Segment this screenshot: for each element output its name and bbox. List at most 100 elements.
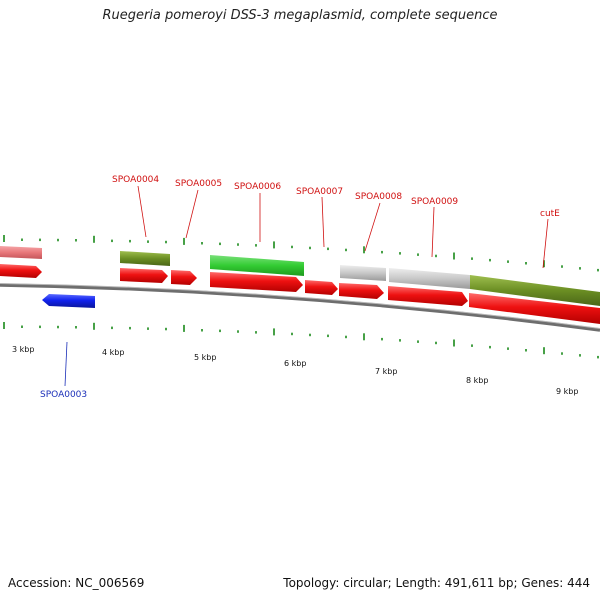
backbone-highlight: [0, 283, 600, 329]
outer-tick-minor: [471, 257, 473, 260]
outer-tick-minor: [525, 262, 527, 265]
outer-tick-minor: [435, 254, 437, 258]
outer-tick-minor: [57, 238, 59, 242]
outer-tick-minor: [21, 238, 23, 241]
scale-label-5kbp: 5 kbp: [194, 353, 216, 362]
outer-tick-minor: [165, 240, 167, 244]
outer-tick-minor: [399, 252, 401, 255]
outer-tick-minor: [345, 248, 347, 252]
inner-tick-minor: [129, 326, 131, 330]
scale-label-9kbp: 9 kbp: [556, 387, 578, 396]
map-title: Ruegeria pomeroyi DSS-3 megaplasmid, com…: [102, 8, 498, 23]
outer-tick-minor: [147, 240, 149, 243]
inner-tick-minor: [327, 334, 329, 338]
outer-tick-minor: [219, 242, 221, 246]
scale-label-7kbp: 7 kbp: [375, 367, 397, 376]
outer-tick-minor: [597, 268, 599, 272]
inner-tick-major: [543, 347, 545, 355]
scale-label-8kbp: 8 kbp: [466, 376, 488, 385]
inner-tick-minor: [525, 349, 527, 352]
backbone-line: [0, 283, 600, 332]
cds-arrow-spoa0008: [339, 283, 384, 299]
inner-tick-minor: [255, 331, 257, 334]
inner-tick-minor: [597, 355, 599, 359]
cog-block-olive-1: [120, 251, 170, 266]
scale-label-4kbp: 4 kbp: [102, 348, 124, 357]
cds-arrow: [0, 264, 42, 278]
inner-tick-major: [273, 328, 275, 336]
inner-tick-minor: [435, 341, 437, 345]
summary-text: Topology: circular; Length: 491,611 bp; …: [283, 576, 590, 590]
forward-cds-ring: [0, 264, 600, 324]
gene-label-spoa0008: SPOA0008: [355, 192, 402, 202]
inner-tick-major: [93, 322, 95, 330]
inner-tick-minor: [147, 327, 149, 330]
cds-arrow-spoa0003: [42, 294, 95, 308]
inner-tick-major: [3, 322, 5, 329]
inner-tick-minor: [381, 337, 383, 341]
inner-tick-marks: [3, 322, 599, 359]
gene-label-spoa0003: SPOA0003: [40, 390, 87, 400]
outer-tick-minor: [237, 243, 239, 246]
outer-tick-minor: [507, 260, 509, 263]
scale-label-6kbp: 6 kbp: [284, 359, 306, 368]
outer-tick-major: [93, 235, 95, 243]
inner-tick-minor: [399, 339, 401, 342]
outer-tick-minor: [255, 244, 257, 247]
inner-tick-minor: [219, 329, 221, 333]
scale-labels: 3 kbp 4 kbp 5 kbp 6 kbp 7 kbp 8 kbp 9 kb…: [12, 345, 578, 396]
inner-tick-minor: [579, 354, 581, 357]
cds-arrow-cute: [469, 293, 600, 324]
gene-label-spoa0005: SPOA0005: [175, 179, 222, 189]
outer-tick-major: [363, 246, 365, 254]
label-leaders: [137, 185, 549, 269]
inner-tick-minor: [165, 327, 167, 331]
cds-arrow-spoa0009: [388, 286, 468, 306]
scale-label-3kbp: 3 kbp: [12, 345, 34, 354]
outer-tick-minor: [111, 239, 113, 243]
cog-block-green: [210, 255, 304, 276]
outer-tick-major: [183, 237, 185, 245]
inner-tick-minor: [291, 332, 293, 336]
outer-tick-minor: [75, 239, 77, 242]
inner-tick-minor: [75, 326, 77, 329]
gene-label-spoa0009: SPOA0009: [411, 197, 458, 207]
outer-tick-minor: [39, 238, 41, 242]
gene-label-spoa0004: SPOA0004: [112, 175, 159, 185]
inner-tick-major: [453, 339, 455, 347]
cds-arrow-spoa0005: [171, 270, 197, 285]
cds-arrow-spoa0004: [120, 268, 168, 283]
inner-tick-major: [363, 333, 365, 341]
cog-block-olive-2: [470, 275, 600, 306]
outer-tick-major: [453, 252, 455, 260]
inner-tick-minor: [309, 333, 311, 337]
accession-text: Accession: NC_006569: [8, 576, 145, 590]
cog-block-grey-1: [340, 265, 386, 281]
outer-tick-marks: [3, 235, 599, 272]
outer-tick-minor: [489, 258, 491, 262]
inner-tick-minor: [561, 352, 563, 355]
inner-tick-minor: [57, 325, 59, 329]
outer-tick-major: [543, 260, 545, 268]
gene-label-cute: cutE: [540, 209, 560, 219]
inner-tick-minor: [201, 329, 203, 332]
cog-ring: [0, 246, 600, 306]
inner-tick-minor: [507, 347, 509, 350]
cog-block-grey-2: [389, 268, 470, 289]
cds-arrow-spoa0007: [305, 280, 338, 295]
inner-tick-minor: [39, 325, 41, 329]
inner-tick-minor: [471, 344, 473, 347]
inner-tick-major: [183, 324, 185, 332]
outer-tick-major: [3, 235, 5, 242]
gene-label-spoa0006: SPOA0006: [234, 182, 281, 192]
cds-arrow-spoa0006: [210, 272, 303, 292]
inner-tick-minor: [21, 325, 23, 328]
gene-labels: SPOA0004 SPOA0005 SPOA0006 SPOA0007 SPOA…: [40, 175, 560, 400]
inner-tick-minor: [489, 345, 491, 349]
outer-tick-minor: [201, 242, 203, 245]
inner-tick-minor: [417, 340, 419, 343]
inner-tick-minor: [345, 335, 347, 339]
cog-block-pink: [0, 246, 42, 259]
